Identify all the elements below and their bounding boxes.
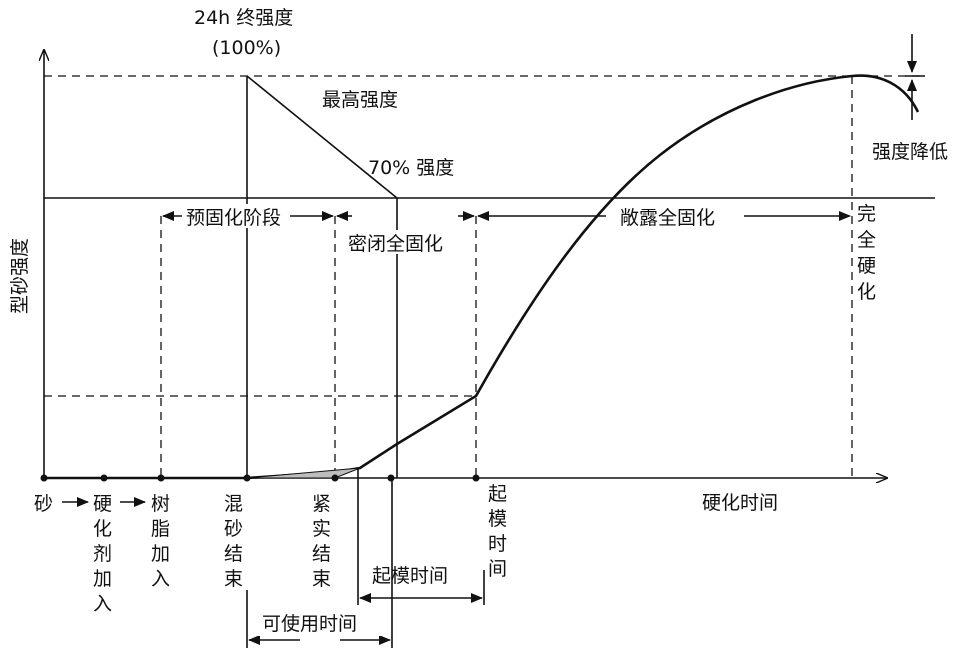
event-char: 间 [488, 558, 507, 580]
dot-strength-70 [387, 474, 395, 482]
event-char: 硬 [93, 493, 112, 515]
event-char: 模 [488, 508, 507, 530]
event-resin-label: 树 脂 加 入 [151, 493, 170, 590]
strength-drop-label: 强度降低 [872, 141, 948, 163]
event-char: 入 [151, 568, 170, 590]
dot-sand [40, 474, 48, 482]
event-sand-label: 砂 [34, 493, 53, 515]
event-char: 束 [224, 568, 243, 590]
dot-mixing-end [243, 474, 251, 482]
event-compaction-end-label: 紧 实 结 束 [312, 493, 331, 590]
dot-hardener [100, 474, 108, 482]
event-char: 加 [93, 568, 112, 590]
event-stripping-label: 起 模 时 间 [488, 483, 507, 580]
interval-usable-time: 可使用时间 [262, 613, 357, 635]
dot-stripping [472, 474, 480, 482]
full-hardening-char: 硬 [857, 255, 876, 277]
y-axis-label: 型砂强度 [9, 238, 31, 314]
event-char: 结 [224, 543, 243, 565]
x-axis-label: 硬化时间 [702, 492, 778, 514]
pre-cure-label-bg [183, 204, 289, 228]
event-char: 实 [312, 518, 331, 540]
compaction-wedge [246, 467, 361, 479]
event-char: 时 [488, 533, 507, 555]
full-hardening-char: 全 [857, 229, 876, 251]
event-char: 紧 [312, 493, 331, 515]
event-char: 加 [151, 543, 170, 565]
event-hardener-label: 硬 化 剂 加 入 [93, 493, 112, 615]
usable-time-label-bg [258, 612, 386, 636]
phase-exposed-cure: 敞露全固化 [620, 207, 715, 229]
phase-pre-cure: 预固化阶段 [186, 207, 281, 229]
phase-sealed-cure: 密闭全固化 [348, 233, 443, 255]
max-strength-label: 最高强度 [322, 89, 398, 111]
event-char: 剂 [93, 543, 112, 565]
event-char: 化 [93, 518, 112, 540]
event-char: 结 [312, 543, 331, 565]
full-hardening-char: 完 [857, 203, 876, 225]
title-line1: 24h 终强度 [194, 7, 293, 29]
exposed-cure-label-bg [612, 204, 740, 228]
full-hardening-label: 完 全 硬 化 [857, 203, 876, 303]
title-line2: (100%) [212, 37, 281, 59]
event-char: 砂 [224, 518, 243, 540]
interval-stripping-time: 起模时间 [372, 565, 448, 587]
event-char: 树 [151, 493, 170, 515]
event-char: 砂 [34, 493, 53, 515]
event-char: 起 [488, 483, 507, 505]
dot-compaction-end [331, 474, 339, 482]
event-char: 脂 [151, 518, 170, 540]
event-mixing-end-label: 混 砂 结 束 [224, 493, 243, 590]
event-char: 入 [93, 593, 112, 615]
strength-decline-diagonal [246, 75, 398, 199]
dot-resin [157, 474, 165, 482]
event-char: 束 [312, 568, 331, 590]
sealed-cure-label-bg [345, 230, 465, 254]
strength-curve [44, 74, 920, 480]
full-hardening-char: 化 [857, 281, 876, 303]
event-char: 混 [224, 493, 243, 515]
strength-70-label: 70% 强度 [368, 157, 454, 179]
